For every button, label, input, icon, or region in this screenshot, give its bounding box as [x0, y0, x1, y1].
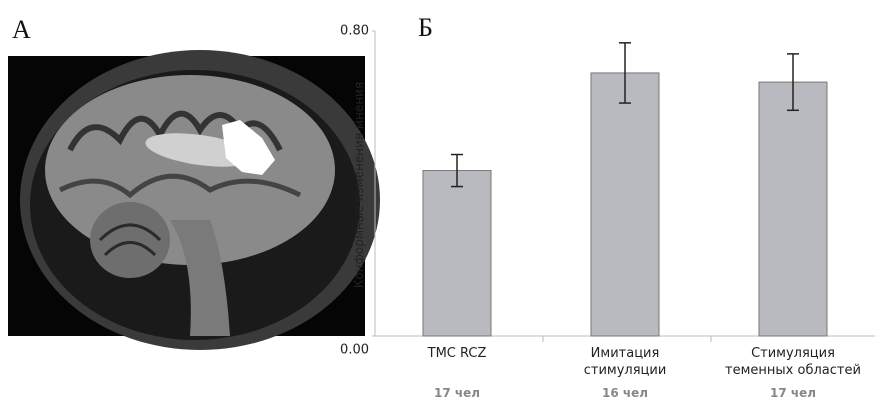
- y-tick-label: 0.80: [340, 24, 369, 39]
- sample-size: 17 чел: [769, 386, 817, 400]
- bar: [758, 81, 828, 337]
- error-bar: [451, 153, 463, 188]
- x-tick-label: Имитация стимуляции: [583, 346, 667, 378]
- mri-image: [8, 50, 380, 350]
- sample-size: 17 чел: [433, 386, 481, 400]
- bar: [590, 72, 660, 337]
- error-bar: [619, 42, 631, 104]
- x-tick-label: Стимуляция теменных областей: [725, 346, 861, 378]
- panel-label: А: [12, 15, 31, 44]
- error-bar: [787, 53, 799, 112]
- panel-label: Б: [418, 13, 433, 42]
- bar: [422, 170, 492, 337]
- sample-size: 16 чел: [601, 386, 649, 400]
- y-axis-label: Конформные изменения мнения: [352, 82, 366, 288]
- y-tick-label: 0.00: [340, 343, 369, 358]
- x-tick-label: ТМС RCZ: [427, 346, 487, 361]
